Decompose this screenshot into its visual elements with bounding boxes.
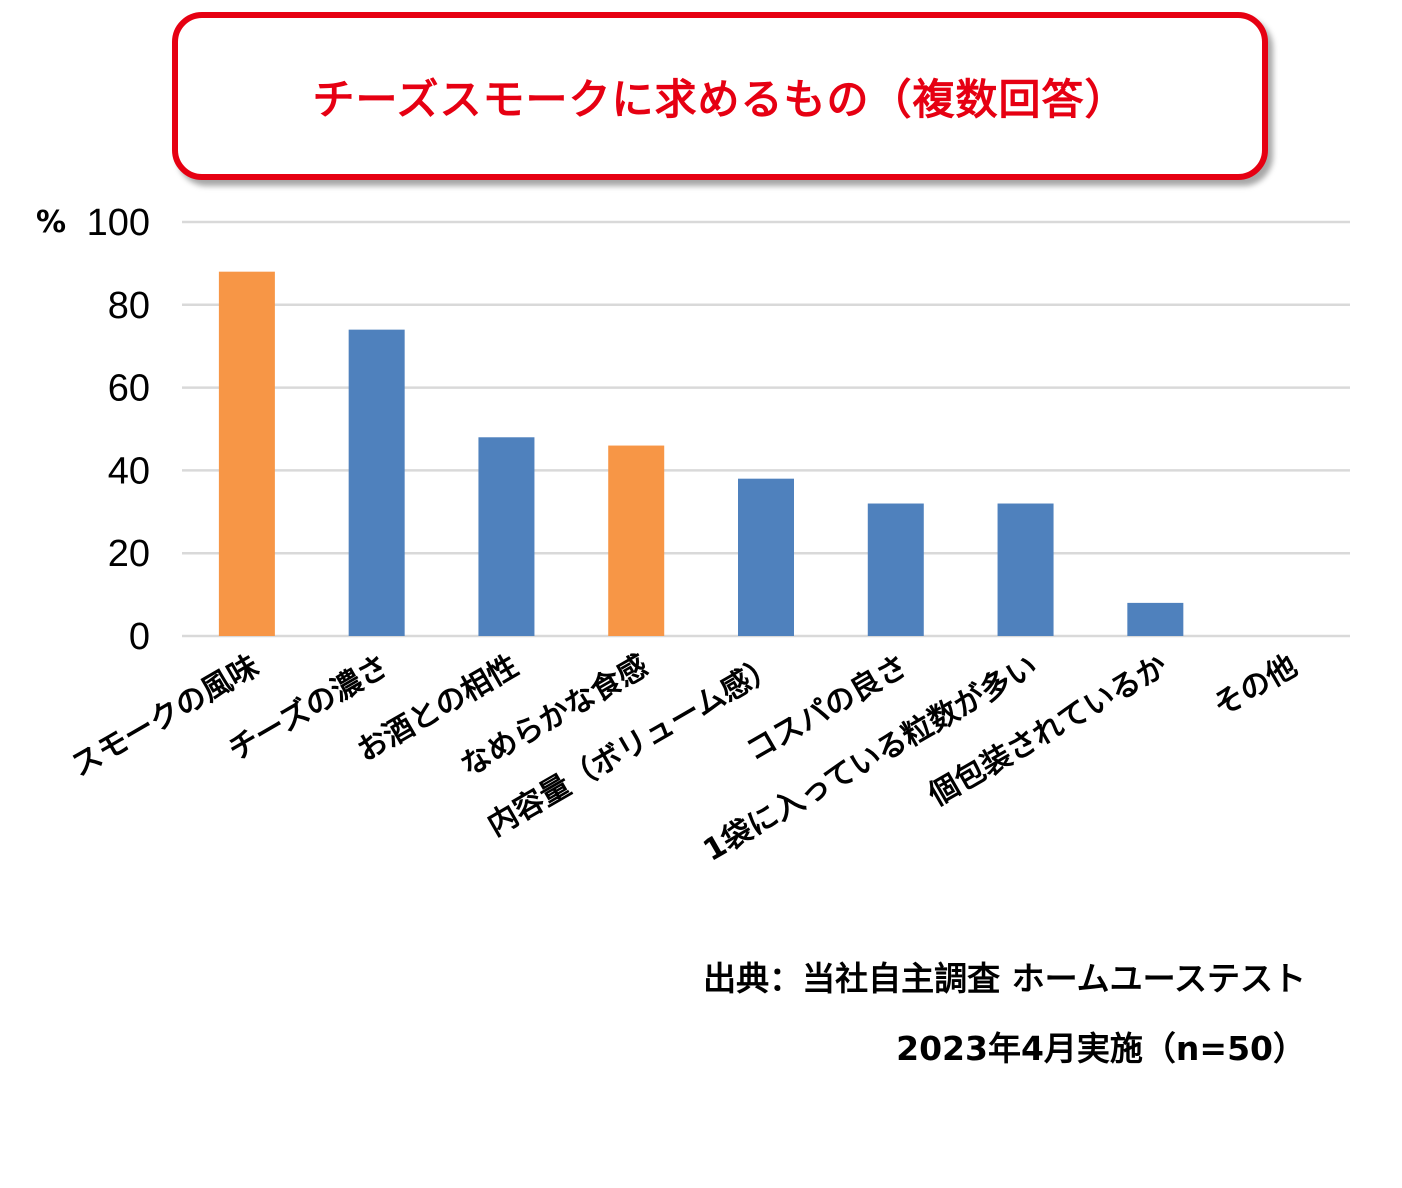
bar-chart: 020406080100%スモークの風味チーズの濃さお酒との相性なめらかな食感内… [36, 202, 1350, 869]
bar [348, 329, 405, 636]
title-box: チーズスモークに求めるもの（複数回答） [172, 12, 1268, 180]
y-tick-label: 100 [87, 202, 150, 244]
y-tick-label: 40 [108, 450, 150, 492]
x-category-label: その他 [1208, 649, 1303, 724]
bar [997, 503, 1054, 636]
bar [608, 445, 665, 636]
bar [478, 437, 535, 636]
bar [218, 271, 275, 636]
x-category-label: スモークの風味 [66, 649, 265, 784]
y-axis-unit: % [36, 205, 66, 240]
source-line-2: 2023年4月実施（n=50） [896, 1029, 1306, 1068]
y-tick-label: 60 [108, 368, 150, 410]
bar [738, 478, 794, 636]
y-tick-label: 80 [108, 285, 150, 327]
bar [867, 503, 924, 636]
bar [1127, 602, 1184, 636]
x-category-label: 個包装されているか [922, 649, 1173, 814]
chart-title: チーズスモークに求めるもの（複数回答） [312, 74, 1128, 124]
y-tick-label: 0 [129, 616, 150, 658]
y-tick-label: 20 [108, 533, 150, 575]
source-line-1: 出典：当社自主調査 ホームユーステスト [703, 959, 1306, 998]
